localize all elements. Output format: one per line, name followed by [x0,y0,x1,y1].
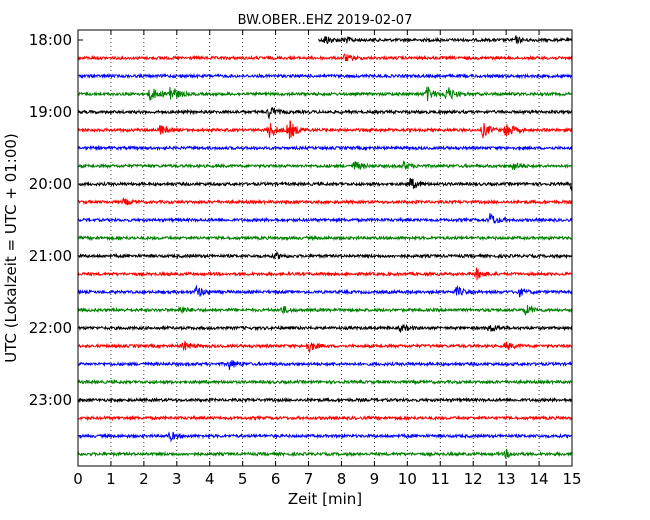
trace-2130 [77,284,573,298]
trace-2100 [77,250,573,260]
trace-2115 [77,267,573,281]
y-tick-label: 22:00 [29,319,72,337]
y-tick-label: 19:00 [29,103,72,121]
x-tick-label: 7 [304,470,314,488]
x-axis-label: Zeit [min] [288,490,362,508]
trace-1930 [77,144,573,152]
x-tick-label: 0 [73,470,83,488]
trace-2215 [77,340,573,353]
x-tick-label: 11 [431,470,450,488]
x-tick-label: 1 [106,470,116,488]
trace-2145 [77,305,573,317]
chart-title: BW.OBER..EHZ 2019-02-07 [238,13,413,28]
x-tick-label: 6 [271,470,281,488]
trace-1945 [77,159,573,171]
trace-2245 [77,378,573,386]
grid-lines [110,30,540,466]
x-tick-label: 8 [337,470,347,488]
x-tick-label: 3 [172,470,182,488]
trace-2315 [77,414,573,422]
trace-1915 [77,120,573,139]
x-tick-label: 2 [139,470,149,488]
trace-2030 [77,213,573,224]
trace-2000 [77,177,573,191]
trace-2330 [77,431,573,443]
trace-2230 [77,359,573,370]
x-tick-label: 15 [562,470,581,488]
y-tick-label: 18:00 [29,31,72,49]
trace-2045 [77,234,573,242]
x-tick-label: 10 [398,470,417,488]
y-axis-ticks: 18:00 19:00 20:00 21:00 22:00 23:00 [29,31,572,409]
y-axis-label: UTC (Lokalzeit = UTC + 01:00) [2,133,20,363]
x-tick-label: 13 [497,470,516,488]
trace-2200 [77,323,573,333]
y-tick-label: 20:00 [29,175,72,193]
trace-1830 [77,72,573,80]
seismogram-traces [77,34,573,459]
trace-2300 [77,396,573,404]
trace-2015 [77,197,573,206]
x-tick-label: 4 [205,470,215,488]
plot-frame [77,29,573,467]
x-tick-label: 5 [238,470,248,488]
x-axis-ticks: 0 1 2 3 4 5 6 7 8 9 10 11 12 13 14 15 [73,30,582,488]
trace-1815 [77,53,573,62]
x-tick-label: 12 [464,470,483,488]
trace-1900 [77,106,573,120]
y-tick-label: 21:00 [29,247,72,265]
x-tick-label: 14 [530,470,549,488]
trace-1800 [317,34,573,45]
y-tick-label: 23:00 [29,391,72,409]
x-tick-label: 9 [370,470,380,488]
trace-2345 [77,448,573,459]
trace-1845 [77,86,573,102]
